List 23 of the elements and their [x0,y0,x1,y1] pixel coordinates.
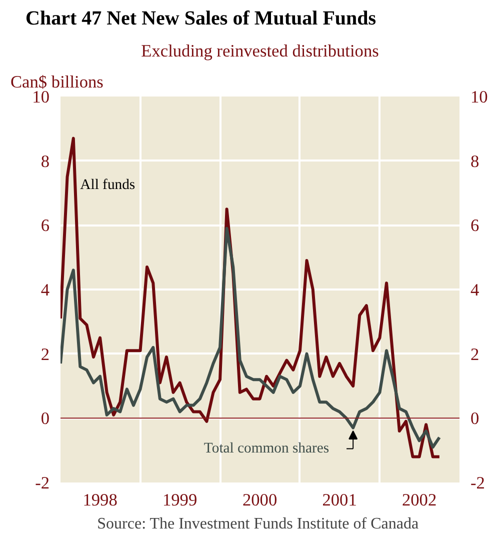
source-note: Source: The Investment Funds Institute of Canada [97,516,419,532]
y-tick-label: 4 [40,280,50,300]
y2-tick-label: 8 [470,152,480,171]
x-tick-label: 1998 [82,490,118,510]
y2-tick-label: 4 [470,280,480,300]
y2-tick-label: 6 [470,216,480,236]
y-tick-label: 6 [40,216,50,236]
series-label: All funds [80,177,136,193]
y-tick-label: 2 [40,344,50,364]
y-tick-label: -2 [35,474,50,492]
y2-tick-label: 2 [470,344,480,364]
x-tick-label: 1999 [162,490,198,510]
chart-title: Chart 47 Net New Sales of Mutual Funds [26,8,376,30]
chart-subtitle: Excluding reinvested distributions [141,42,380,60]
y2-tick-label: 10 [470,88,488,106]
y2-tick-label: -2 [470,474,485,492]
x-tick-label: 2001 [322,490,357,510]
y-tick-label: 0 [40,409,50,428]
y2-tick-label: 0 [470,409,480,428]
x-tick-label: 2002 [402,490,437,510]
x-tick-label: 2000 [242,490,278,510]
y-tick-label: 8 [40,152,50,171]
series-label: Total common shares [204,440,330,457]
